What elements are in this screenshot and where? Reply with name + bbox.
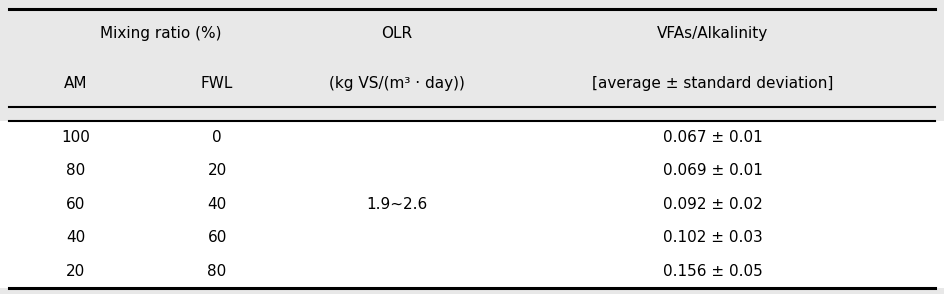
Text: [average ± standard deviation]: [average ± standard deviation] <box>592 76 834 91</box>
Text: 60: 60 <box>208 230 227 245</box>
Text: 0.102 ± 0.03: 0.102 ± 0.03 <box>663 230 763 245</box>
Text: 0.067 ± 0.01: 0.067 ± 0.01 <box>663 130 763 145</box>
Text: 0: 0 <box>212 130 222 145</box>
Text: 60: 60 <box>66 197 85 212</box>
Text: 20: 20 <box>208 163 227 178</box>
Text: 0.156 ± 0.05: 0.156 ± 0.05 <box>663 264 763 279</box>
Bar <box>0 121 944 288</box>
Text: 0.069 ± 0.01: 0.069 ± 0.01 <box>663 163 763 178</box>
Text: OLR: OLR <box>381 26 412 41</box>
Bar <box>0 9 944 109</box>
Text: 100: 100 <box>61 130 90 145</box>
Text: 0.092 ± 0.02: 0.092 ± 0.02 <box>663 197 763 212</box>
Text: Mixing ratio (%): Mixing ratio (%) <box>100 26 221 41</box>
Text: AM: AM <box>64 76 87 91</box>
Text: 80: 80 <box>208 264 227 279</box>
Text: 1.9~2.6: 1.9~2.6 <box>366 197 427 212</box>
Text: (kg VS/(m³ · day)): (kg VS/(m³ · day)) <box>329 76 464 91</box>
Text: 80: 80 <box>66 163 85 178</box>
Text: 40: 40 <box>208 197 227 212</box>
Text: 20: 20 <box>66 264 85 279</box>
Text: FWL: FWL <box>201 76 233 91</box>
Text: 40: 40 <box>66 230 85 245</box>
Text: VFAs/Alkalinity: VFAs/Alkalinity <box>657 26 768 41</box>
